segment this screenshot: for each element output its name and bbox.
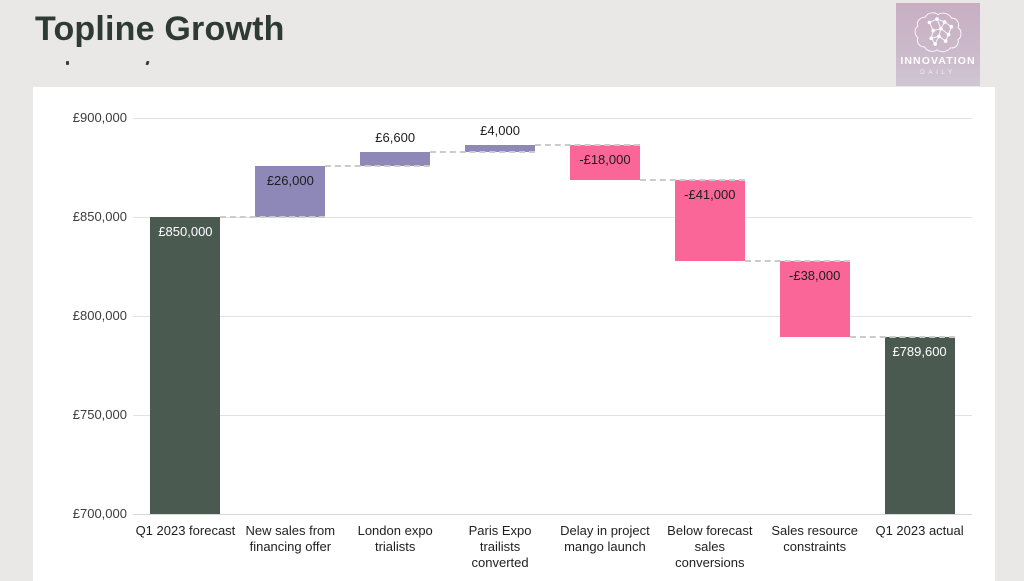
waterfall-connector-line: [430, 151, 536, 153]
x-axis-category-text: Below forecast sales conversions: [667, 523, 753, 570]
gridline: [133, 217, 972, 218]
gridline: [133, 316, 972, 317]
x-axis-category-label: Below forecast sales conversions: [655, 523, 765, 571]
x-axis-category-label: Q1 2023 forecast: [130, 523, 240, 539]
x-axis-category-label: New sales from financing offer: [235, 523, 345, 555]
brand-logo: INNOVATION DAILY: [896, 3, 980, 86]
waterfall-bar: [884, 336, 955, 514]
y-axis-tick-label: £900,000: [72, 110, 127, 125]
waterfall-bar: [465, 144, 536, 153]
waterfall-connector-line: [325, 165, 431, 167]
y-axis-tick-label: £750,000: [72, 407, 127, 422]
x-axis-category-text: Q1 2023 forecast: [135, 523, 236, 538]
y-axis-tick-label: £850,000: [72, 209, 127, 224]
waterfall-connector-line: [744, 260, 850, 262]
bar-value-label: £4,000: [480, 122, 520, 138]
subtitle-artifact-dot: [66, 61, 69, 65]
waterfall-bar: [255, 165, 326, 217]
gridline: [133, 118, 972, 119]
brain-network-icon: [914, 12, 962, 53]
x-axis-category-label: Delay in project mango launch: [550, 523, 660, 555]
gridline: [133, 514, 972, 515]
bar-value-label: £850,000: [158, 224, 213, 239]
bar-value-label: £26,000: [266, 172, 314, 188]
x-axis-category-label: Paris Expo trailists converted: [445, 523, 555, 571]
waterfall-bar: [674, 180, 745, 262]
page-title: Topline Growth: [35, 10, 285, 48]
x-axis-category-text: Sales resource constraints: [771, 523, 859, 554]
bar-value-label: £789,600: [892, 343, 947, 359]
x-axis-category-text: Paris Expo trailists converted: [468, 523, 532, 570]
waterfall-connector-line: [639, 179, 745, 181]
x-axis-category-label: Q1 2023 actual: [865, 523, 975, 539]
bar-value-label: -£18,000: [579, 151, 631, 167]
bar-value-label: -£38,000: [789, 268, 841, 284]
bar-value-label: -£41,000: [684, 187, 736, 203]
waterfall-bar: [150, 217, 221, 514]
waterfall-bar: [569, 144, 640, 181]
waterfall-bar: [779, 261, 850, 337]
x-axis-category-text: Q1 2023 actual: [875, 523, 964, 538]
subtitle-artifact-dot: [145, 61, 150, 65]
gridline: [133, 415, 972, 416]
x-axis-category-text: Delay in project mango launch: [560, 523, 650, 554]
x-axis-category-label: Sales resource constraints: [760, 523, 870, 555]
x-axis-category-text: New sales from financing offer: [245, 523, 336, 554]
waterfall-bar: [360, 152, 431, 166]
x-axis-category-text: London expo trialists: [357, 523, 433, 554]
waterfall-connector-line: [220, 216, 326, 218]
waterfall-chart: £900,000 £850,000 £800,000 £750,000 £700,000…: [33, 87, 995, 581]
x-axis-category-label: London expo trialists: [340, 523, 450, 555]
y-axis-tick-label: £700,000: [72, 506, 127, 521]
y-axis-tick-label: £800,000: [72, 308, 127, 323]
waterfall-connector-line: [849, 336, 955, 338]
brand-subname: DAILY: [920, 69, 956, 76]
bar-value-label: £6,600: [375, 130, 416, 146]
waterfall-connector-line: [535, 144, 640, 146]
brand-name: INNOVATION: [900, 55, 976, 67]
